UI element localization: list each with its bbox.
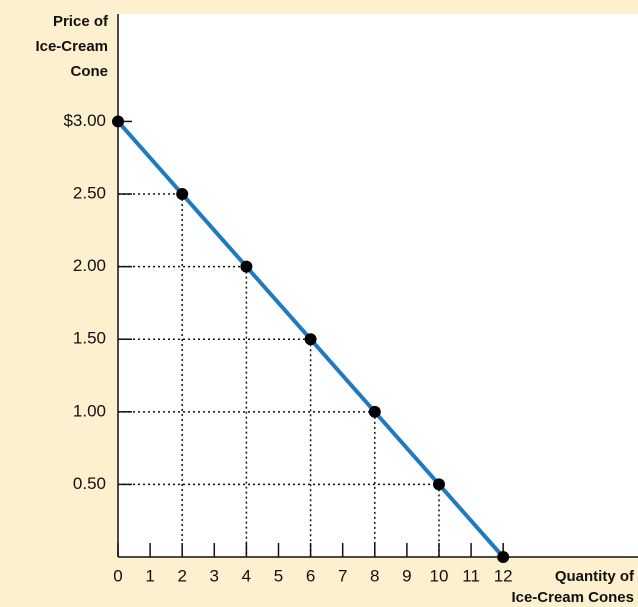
x-tick-label: 10 bbox=[430, 566, 449, 585]
data-point bbox=[240, 260, 253, 273]
x-tick-label: 6 bbox=[306, 566, 315, 585]
data-point bbox=[432, 478, 445, 491]
y-axis-title: Price of bbox=[53, 13, 109, 30]
data-point bbox=[304, 333, 317, 346]
data-point bbox=[112, 115, 124, 128]
x-tick-label: 12 bbox=[494, 566, 513, 585]
y-tick-label: 0.50 bbox=[73, 474, 106, 493]
x-tick-label: 8 bbox=[370, 566, 379, 585]
y-tick-label: 1.00 bbox=[73, 401, 106, 420]
x-tick-label: 2 bbox=[177, 566, 186, 585]
y-axis-title: Cone bbox=[71, 63, 109, 80]
y-axis-title: Ice-Cream bbox=[35, 38, 108, 55]
x-tick-label: 11 bbox=[462, 566, 480, 585]
x-axis-title: Ice-Cream Cones bbox=[511, 589, 634, 606]
y-tick-label: 1.50 bbox=[73, 329, 106, 348]
x-tick-label: 4 bbox=[242, 566, 251, 585]
x-axis-title: Quantity of bbox=[555, 568, 635, 585]
x-tick-label: 5 bbox=[274, 566, 283, 585]
y-tick-label: $3.00 bbox=[63, 111, 106, 130]
x-tick-label: 9 bbox=[402, 566, 411, 585]
plot-area bbox=[118, 14, 638, 557]
x-tick-label: 0 bbox=[113, 566, 122, 585]
data-point bbox=[497, 551, 510, 563]
x-tick-label: 3 bbox=[210, 566, 219, 585]
y-tick-label: 2.50 bbox=[73, 184, 106, 203]
data-point bbox=[176, 188, 189, 201]
x-tick-label: 1 bbox=[145, 566, 154, 585]
x-tick-label: 7 bbox=[338, 566, 347, 585]
data-point bbox=[368, 405, 381, 418]
y-tick-label: 2.00 bbox=[73, 256, 106, 275]
